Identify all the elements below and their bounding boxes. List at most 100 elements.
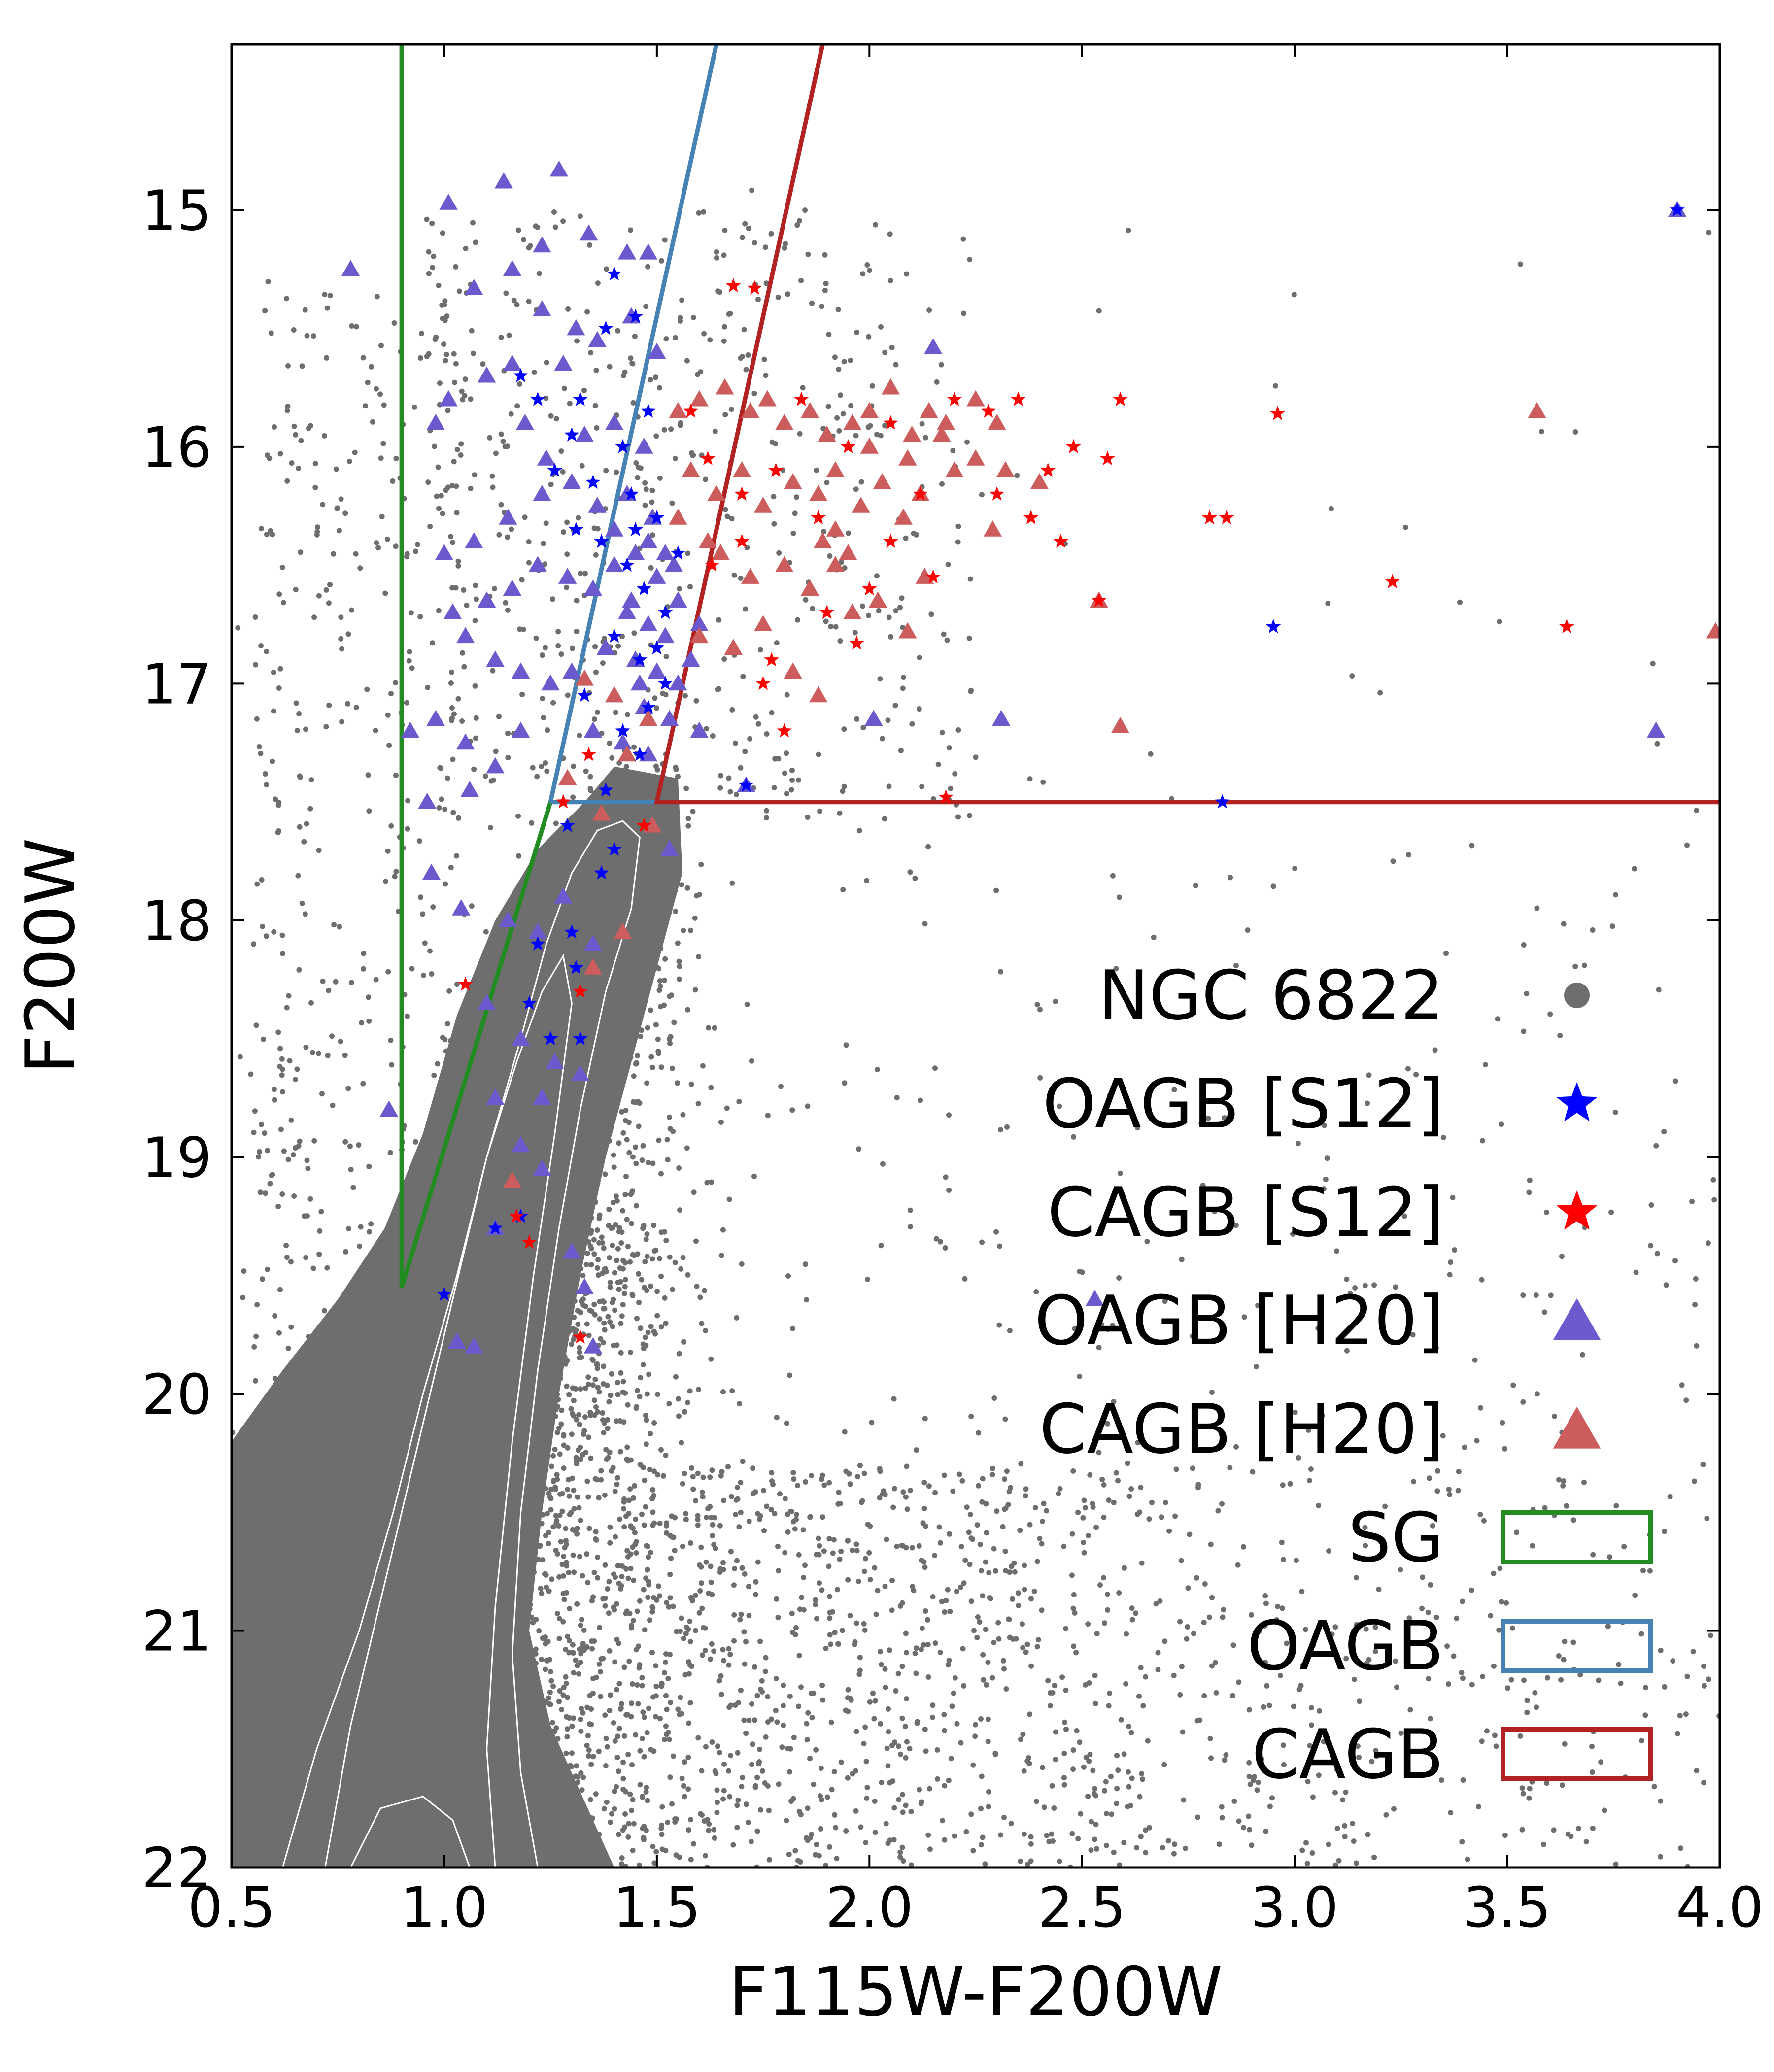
ngc-point xyxy=(303,911,308,917)
ngc-point xyxy=(538,1327,544,1332)
ngc-point xyxy=(609,1371,614,1377)
ngc-point xyxy=(765,1113,771,1118)
ngc-point xyxy=(639,1277,644,1283)
ngc-point xyxy=(375,1320,380,1325)
ngc-point xyxy=(365,1519,371,1525)
ngc-point xyxy=(1020,1645,1025,1651)
ngc-point xyxy=(717,785,723,791)
ngc-point xyxy=(1241,1544,1246,1550)
ngc-point xyxy=(422,940,428,946)
ngc-point xyxy=(526,911,532,916)
ngc-point xyxy=(641,1837,647,1842)
ngc-point xyxy=(411,1859,416,1864)
ngc-point xyxy=(1502,1446,1507,1452)
ngc-point xyxy=(886,1841,891,1846)
ngc-point xyxy=(279,1191,285,1197)
ngc-point xyxy=(293,1754,298,1759)
ngc-point xyxy=(827,1632,833,1637)
ngc-point xyxy=(554,416,559,421)
ngc-point xyxy=(495,1320,500,1325)
ngc-point xyxy=(361,966,366,972)
ngc-point xyxy=(272,1313,277,1319)
ngc-point xyxy=(495,1714,501,1719)
ngc-point xyxy=(616,1287,622,1292)
ngc-point xyxy=(938,1650,943,1655)
ngc-point xyxy=(1683,1711,1689,1717)
ngc-point xyxy=(731,1612,737,1618)
ngc-point xyxy=(575,1495,580,1500)
ngc-point xyxy=(1557,1033,1563,1038)
ngc-point xyxy=(648,1054,654,1060)
ngc-point xyxy=(446,1763,451,1768)
ngc-point xyxy=(930,1594,936,1599)
ngc-point xyxy=(1016,1590,1021,1596)
ngc-point xyxy=(730,881,735,886)
ngc-point xyxy=(398,1322,403,1327)
ngc-point xyxy=(388,1038,393,1043)
ngc-point xyxy=(555,1259,561,1265)
ngc-point xyxy=(1521,1677,1527,1683)
ngc-point xyxy=(805,1737,810,1742)
ngc-point xyxy=(258,643,264,648)
ngc-point xyxy=(618,1370,623,1376)
ngc-point xyxy=(496,1432,502,1437)
ngc-point xyxy=(1070,1766,1076,1772)
ngc-point xyxy=(333,1498,339,1504)
ngc-point xyxy=(450,757,455,762)
ngc-point xyxy=(294,1066,300,1072)
ngc-point xyxy=(703,1744,709,1750)
ngc-point xyxy=(662,1670,667,1675)
ngc-point xyxy=(588,788,593,793)
ngc-point xyxy=(457,1791,463,1796)
ngc-point xyxy=(631,952,637,958)
ngc-point xyxy=(961,1580,967,1586)
ngc-point xyxy=(285,1814,290,1819)
ngc-point xyxy=(441,1767,446,1772)
ngc-point xyxy=(515,1461,520,1467)
ngc-point xyxy=(537,1429,542,1435)
ngc-point xyxy=(411,1675,417,1680)
ngc-point xyxy=(1107,1691,1112,1696)
ngc-point xyxy=(774,1676,779,1681)
ngc-point xyxy=(549,1576,554,1582)
ngc-point xyxy=(264,782,269,787)
ngc-point xyxy=(449,1386,455,1391)
ngc-point xyxy=(998,1127,1003,1132)
ngc-point xyxy=(689,1664,694,1669)
ngc-point xyxy=(803,1261,808,1267)
ngc-point xyxy=(551,1803,557,1808)
ngc-point xyxy=(854,1541,859,1547)
ngc-point xyxy=(438,1644,444,1650)
ngc-point xyxy=(1071,1747,1076,1753)
ngc-point xyxy=(1003,1505,1009,1511)
ngc-point xyxy=(450,1311,456,1317)
ngc-point xyxy=(593,1791,599,1797)
ngc-point xyxy=(1518,262,1523,267)
ngc-point xyxy=(541,1404,546,1410)
ngc-point xyxy=(993,1568,998,1574)
ngc-point xyxy=(252,1737,257,1742)
ngc-point xyxy=(365,1489,370,1494)
ngc-point xyxy=(528,1602,533,1607)
ngc-point xyxy=(556,1824,562,1830)
ngc-point xyxy=(530,1445,536,1451)
ngc-point xyxy=(499,1451,504,1456)
ngc-point xyxy=(553,1513,559,1519)
ngc-point xyxy=(1616,1662,1621,1667)
ngc-point xyxy=(544,1457,549,1462)
ngc-point xyxy=(523,1268,528,1274)
ngc-point xyxy=(363,403,368,408)
ngc-point xyxy=(666,905,672,910)
ngc-point xyxy=(366,994,371,1000)
ngc-point xyxy=(1007,1569,1012,1575)
ngc-point xyxy=(1465,1857,1470,1862)
ngc-point xyxy=(289,460,295,466)
ngc-point xyxy=(509,1545,514,1551)
ngc-point xyxy=(903,1495,909,1500)
ngc-point xyxy=(265,452,270,458)
ngc-point xyxy=(1602,1808,1607,1813)
ngc-point xyxy=(381,1475,386,1481)
ngc-point xyxy=(1476,1804,1481,1809)
ngc-point xyxy=(746,1584,751,1589)
ngc-point xyxy=(571,1263,576,1269)
